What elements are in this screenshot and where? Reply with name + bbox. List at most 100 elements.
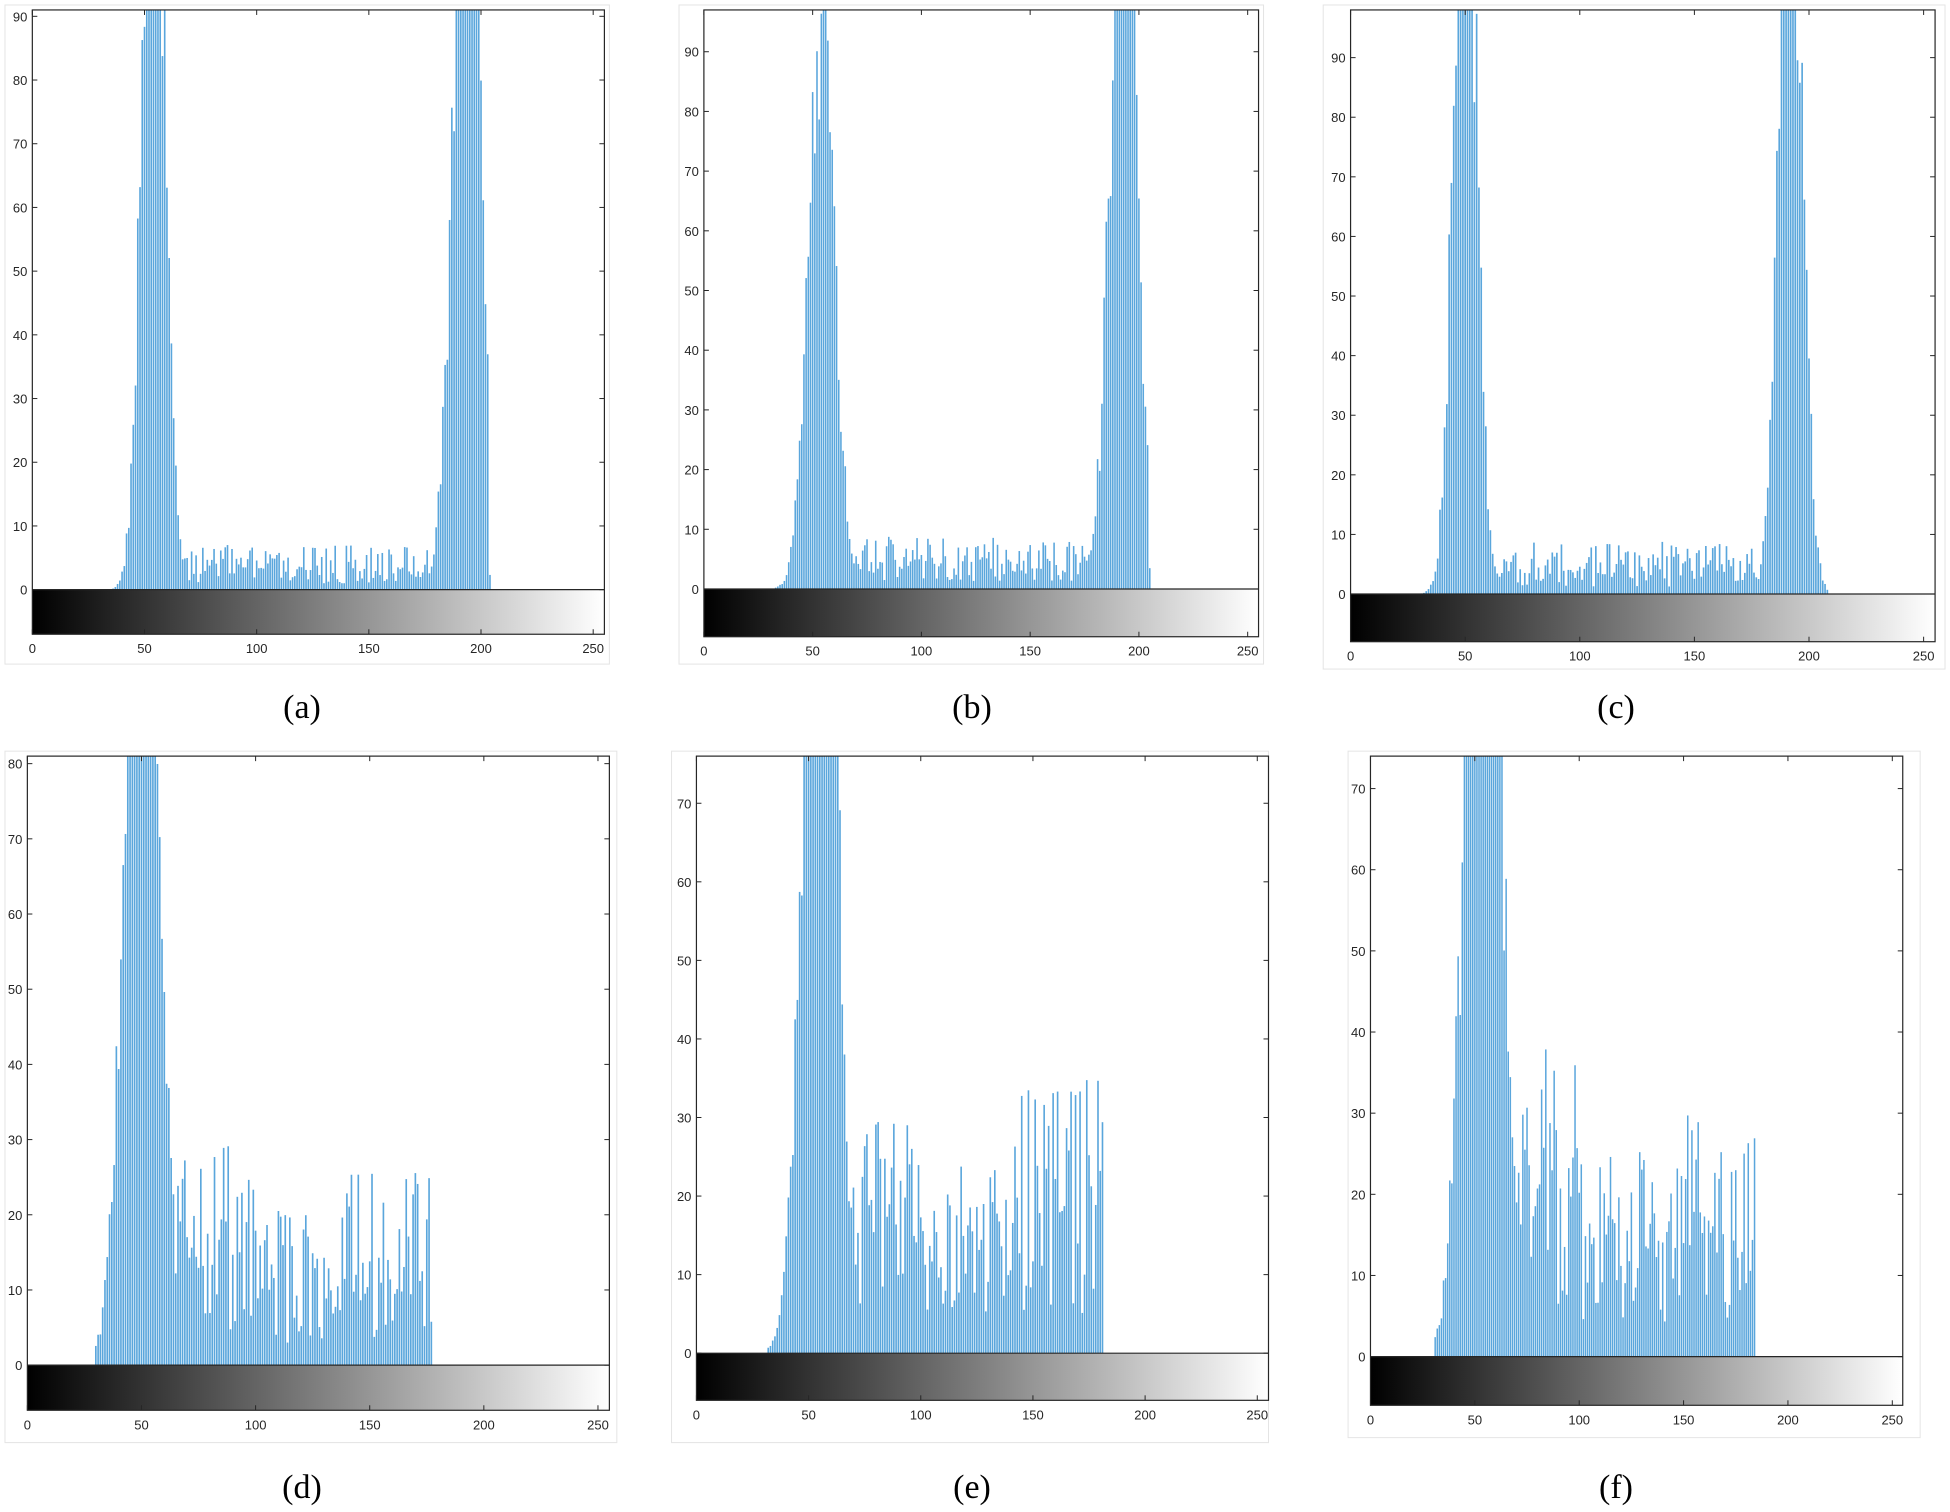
histogram-bar: [1744, 572, 1746, 595]
histogram-bar: [1509, 1077, 1512, 1357]
histogram-bar: [877, 1122, 879, 1354]
histogram-bar: [942, 1303, 945, 1354]
histogram-bar: [777, 586, 779, 589]
axes-box: [1349, 9, 1936, 643]
histogram-bar: [1436, 558, 1439, 595]
histogram-bar: [796, 999, 799, 1354]
histogram-bar: [132, 424, 135, 590]
histogram-bar: [138, 756, 141, 1366]
histogram-bar: [392, 573, 395, 590]
histogram-bar: [850, 1207, 853, 1354]
histogram-bar: [197, 1267, 200, 1366]
histogram-panel-c: 0 10 20 30 40 50 60 70 80 90 0 50 100 150 200 250 (c): [1322, 4, 1946, 726]
histogram-bar: [1540, 1089, 1543, 1357]
histogram-bar: [905, 548, 907, 589]
y-tick-label: 60: [1351, 863, 1365, 878]
histogram-bar: [377, 554, 379, 590]
histogram-bar: [1651, 1182, 1654, 1357]
histogram-bar: [352, 568, 354, 590]
histogram-bar: [316, 565, 319, 590]
histogram-bar: [1536, 1188, 1539, 1357]
histogram-bar: [161, 56, 164, 590]
histogram-bar: [1546, 559, 1549, 595]
histogram-bar: [215, 563, 218, 590]
histogram-bar: [1561, 1290, 1564, 1357]
histogram-bar: [1735, 1170, 1737, 1357]
histogram-bar: [181, 559, 184, 590]
histogram-bar: [1118, 9, 1121, 589]
histogram-bar: [184, 558, 186, 590]
histogram-bar: [1025, 573, 1027, 589]
histogram-bar: [1691, 1130, 1693, 1357]
histogram-bar: [976, 1206, 978, 1354]
histogram-bar: [1643, 1159, 1645, 1357]
histogram-bar: [1670, 1193, 1672, 1357]
histogram-bar: [959, 579, 962, 589]
histogram-bar: [1109, 196, 1112, 589]
histogram-bar: [1482, 391, 1485, 595]
histogram-bar: [1105, 221, 1108, 589]
histogram-bar: [896, 577, 899, 589]
histogram-bar: [767, 1347, 770, 1354]
histogram-bar: [1705, 1294, 1708, 1357]
histogram-bar: [1465, 756, 1468, 1357]
histogram-bar: [1766, 487, 1769, 595]
histogram-bar: [242, 567, 245, 590]
histogram-bar: [1096, 459, 1099, 589]
histogram-bar: [484, 304, 487, 590]
histogram-bar: [1469, 756, 1472, 1357]
x-tick-label: 50: [1458, 649, 1472, 664]
histogram-bar: [877, 568, 879, 589]
histogram-bar: [903, 557, 905, 589]
histogram-bar: [1120, 9, 1123, 589]
histogram-bar: [1085, 1080, 1088, 1354]
histogram-bar: [1432, 581, 1434, 595]
y-tick-label: 20: [1331, 468, 1345, 483]
histogram-bar: [1674, 1247, 1676, 1357]
histogram-bar: [879, 1158, 882, 1354]
histogram-bar: [887, 536, 890, 589]
histogram-bar: [273, 1277, 275, 1366]
histogram-bar: [406, 547, 408, 590]
histogram-bar: [823, 756, 826, 1354]
histogram-bar: [1035, 568, 1038, 589]
histogram-bar: [1530, 558, 1533, 595]
histogram-bar: [1760, 564, 1762, 595]
axes-box: [26, 755, 610, 1411]
histogram-bar: [219, 550, 222, 590]
histogram-bar: [1787, 9, 1790, 595]
histogram-bar: [309, 570, 312, 590]
histogram-bar: [1473, 102, 1476, 595]
histogram-bar: [827, 756, 830, 1354]
histogram-bar: [284, 1215, 287, 1366]
histogram-bar: [1549, 1123, 1551, 1357]
histogram-bar: [1659, 1309, 1662, 1357]
histogram-bar: [1538, 1184, 1541, 1357]
histogram-bar: [311, 1253, 314, 1366]
histogram-bar: [1003, 574, 1005, 589]
histogram-bar: [805, 756, 808, 1354]
histogram-bar: [1553, 556, 1556, 595]
x-tick-label: 50: [801, 1407, 815, 1422]
histogram-bar: [156, 763, 159, 1366]
histogram-bar: [899, 1180, 902, 1354]
histogram-bar: [199, 573, 202, 590]
histogram-bar: [1821, 580, 1824, 595]
histogram-bar: [946, 577, 949, 589]
histogram-bar: [1618, 1197, 1620, 1357]
histogram-bar: [163, 992, 166, 1366]
histogram-bar: [1526, 1107, 1528, 1357]
histogram-bar: [220, 1219, 223, 1366]
y-tick-label: 0: [692, 582, 699, 597]
histogram-bar: [1056, 1091, 1059, 1354]
histogram-bar: [1443, 427, 1446, 595]
histogram-bar: [837, 379, 840, 589]
histogram-bar: [1023, 1309, 1025, 1354]
histogram-bar: [1739, 560, 1742, 595]
x-tick-label: 250: [587, 1417, 609, 1432]
histogram-bar: [812, 756, 814, 1354]
histogram-bar: [1496, 573, 1499, 595]
histogram-bar: [794, 500, 797, 589]
histogram-bar: [1072, 546, 1075, 589]
histogram-bar: [1478, 187, 1480, 595]
